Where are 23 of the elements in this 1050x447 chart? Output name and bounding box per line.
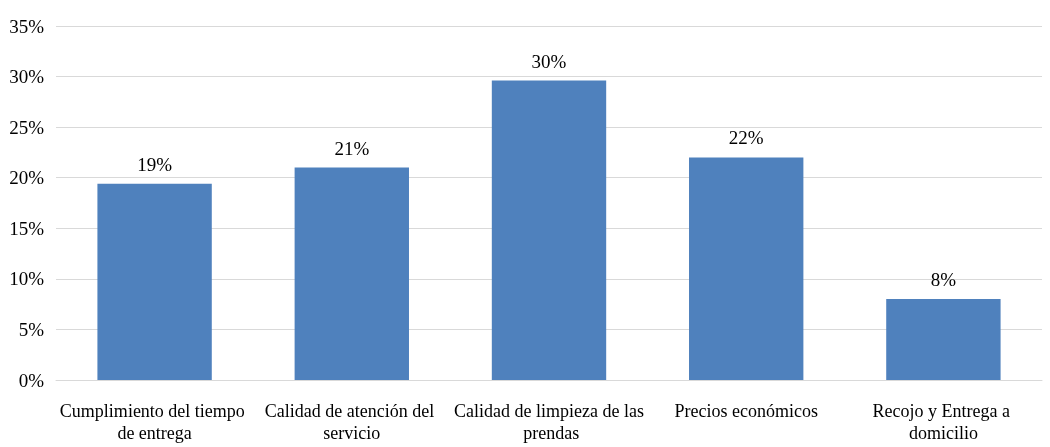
data-label: 30% — [531, 50, 567, 72]
bar — [97, 183, 212, 380]
x-tick-label: Precios económicos — [674, 401, 818, 421]
x-tick-label: Cumplimiento del tiempo de entrega — [59, 401, 250, 443]
y-tick-label: 10% — [9, 268, 45, 290]
bar — [294, 167, 409, 380]
x-tick-label: Calidad de limpieza de las prendas — [454, 401, 644, 443]
x-tick-label: Calidad de atención del servicio — [264, 401, 439, 443]
x-tick-label: Recojo y Entrega a domicilio — [872, 401, 1015, 443]
y-tick-label: 15% — [9, 217, 45, 239]
y-tick-label: 35% — [9, 15, 45, 37]
y-tick-label: 5% — [18, 318, 45, 340]
y-tick-label: 0% — [18, 369, 45, 391]
y-tick-label: 20% — [9, 167, 45, 189]
data-label: 8% — [930, 269, 957, 291]
y-tick-label: 30% — [9, 66, 45, 88]
data-label: 21% — [334, 137, 370, 159]
y-tick-label: 25% — [9, 116, 45, 138]
bar — [886, 299, 1001, 380]
data-label: 22% — [728, 127, 764, 149]
bar — [689, 157, 804, 380]
data-label: 19% — [137, 153, 173, 175]
bar — [491, 80, 607, 380]
